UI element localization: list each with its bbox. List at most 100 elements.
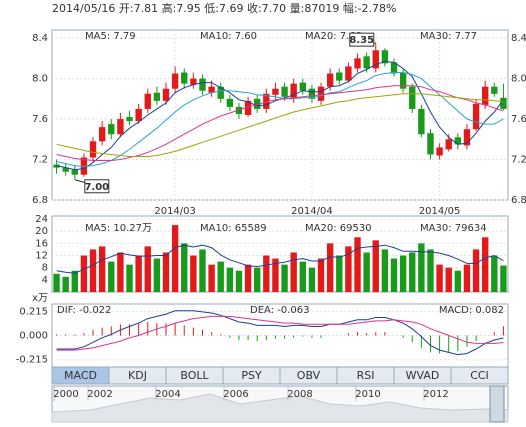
volume-bar <box>290 252 297 292</box>
min-label: 7.00 <box>84 182 109 193</box>
candle-body <box>226 98 234 107</box>
legend-entry: MA10: 65589 <box>200 223 267 234</box>
volume-bar <box>181 243 188 292</box>
volume-bar <box>345 246 352 292</box>
candle-body <box>135 108 142 122</box>
volume-bar <box>153 258 161 292</box>
navigator-year: 2008 <box>287 389 312 400</box>
volume-bar <box>117 252 124 292</box>
y-tick-label: 24 <box>35 214 48 225</box>
candle-body <box>308 88 316 99</box>
volume-bar <box>80 255 88 292</box>
navigator-year: 2000 <box>53 389 78 400</box>
volume-bar <box>89 249 97 292</box>
volume-bar <box>336 255 343 292</box>
volume-bar <box>71 270 78 292</box>
tab-label[interactable]: BOLL <box>180 369 209 382</box>
candle-body <box>235 106 243 114</box>
y-tick-label-right: 7.6 <box>511 114 526 125</box>
candle-body <box>62 167 69 172</box>
volume-bar <box>108 261 115 292</box>
volume-bar <box>445 267 452 292</box>
tab-label[interactable]: RSI <box>357 369 375 382</box>
tab-label[interactable]: OBV <box>297 369 321 382</box>
volume-bar <box>363 252 370 292</box>
min-box <box>84 179 110 194</box>
volume-bar <box>418 243 425 292</box>
candle-body <box>208 86 215 93</box>
volume-bar <box>217 261 224 292</box>
max-label: 8.35 <box>349 35 374 46</box>
candle-body <box>98 127 106 142</box>
candle-body <box>427 133 434 155</box>
legend-entry: MA10: 7.60 <box>200 31 257 42</box>
volume-bar <box>491 255 498 292</box>
x-tick-label: 2014/05 <box>419 206 461 217</box>
legend-entry: DEA: -0.063 <box>250 305 309 316</box>
candle-body <box>217 86 224 99</box>
candle-body <box>472 103 480 130</box>
max-box <box>349 32 375 47</box>
legend-entry: MA20: 7.68 <box>305 31 362 42</box>
volume-bar <box>317 258 325 292</box>
y-tick-label: 7.6 <box>32 114 48 125</box>
volume-bar <box>390 258 398 292</box>
candle-body <box>299 82 306 91</box>
y-tick-label: 12 <box>35 251 48 262</box>
tab-label[interactable]: CCI <box>470 369 489 382</box>
candle-body <box>381 50 389 64</box>
navigator-year: 2006 <box>223 389 248 400</box>
candle-body <box>181 72 188 84</box>
ma-line <box>56 93 504 157</box>
candle-body <box>372 50 379 69</box>
tab-label[interactable]: KDJ <box>128 369 147 382</box>
ma-line <box>56 310 504 356</box>
candle-body <box>190 78 197 85</box>
y-tick-label-right: 8.4 <box>511 33 526 44</box>
legend-entry: MACD: 0.082 <box>439 305 504 316</box>
candle-body <box>363 56 370 69</box>
tab[interactable] <box>450 366 509 385</box>
candle-body <box>290 83 297 99</box>
volume-bar <box>254 267 261 292</box>
tab-label[interactable]: MACD <box>64 369 97 382</box>
volume-bar <box>199 249 206 292</box>
candle-body <box>500 97 507 109</box>
candle-body <box>436 147 443 156</box>
x-tick-label: 2014/03 <box>154 206 196 217</box>
candle-body <box>445 139 452 150</box>
volume-bar <box>482 237 489 292</box>
y-tick-label: 20 <box>35 226 48 237</box>
ma-line <box>56 244 504 274</box>
volume-bar <box>427 249 434 292</box>
tab-label[interactable]: WVAD <box>406 369 440 382</box>
tab-label[interactable]: PSY <box>241 369 262 382</box>
volume-bar <box>162 252 170 292</box>
candle-body <box>89 141 97 158</box>
volume-bar <box>281 264 288 292</box>
candle-body <box>317 86 325 101</box>
volume-bar <box>299 261 306 292</box>
candle-body <box>171 73 179 89</box>
navigator-handle[interactable] <box>489 385 505 423</box>
candle-body <box>117 119 124 135</box>
navigator-year: 2002 <box>87 389 112 400</box>
legend-entry: MA30: 7.77 <box>420 31 477 42</box>
unit-label: x万 <box>32 293 48 304</box>
volume-bar <box>263 255 270 292</box>
volume-bar <box>53 273 60 292</box>
candle-body <box>244 100 252 115</box>
navigator-year: 2010 <box>355 389 380 400</box>
candle-body <box>144 93 151 109</box>
candle-body <box>71 169 78 175</box>
y-tick-label: 16 <box>35 238 48 249</box>
volume-bar <box>399 255 407 292</box>
quote-header: 2014/05/16 开:7.81 高:7.95 低:7.69 收:7.70 量… <box>52 1 397 15</box>
y-tick-label: 8.4 <box>32 33 48 44</box>
candle-body <box>199 78 206 91</box>
candle-body <box>354 58 361 69</box>
navigator-year: 2012 <box>423 389 448 400</box>
volume-bar <box>308 267 316 292</box>
candle-body <box>418 108 425 135</box>
